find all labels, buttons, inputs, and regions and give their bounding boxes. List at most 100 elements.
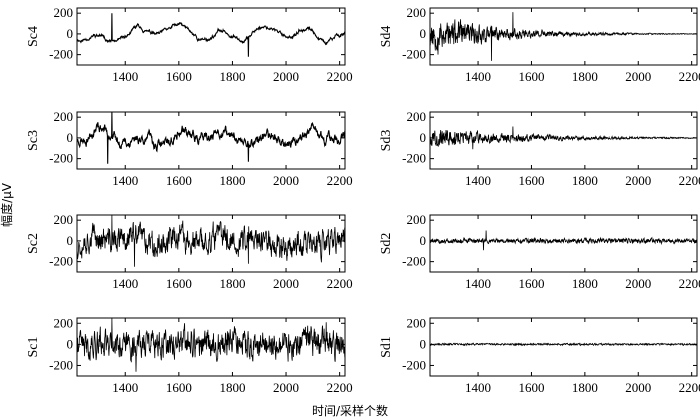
y-tick-label: -200	[402, 47, 426, 62]
panel-sd4: -200 0 200 1400 1600 1800 2000 2200 Sd4	[379, 5, 700, 84]
x-tick-label: 1600	[518, 276, 544, 291]
panel-sc2: -200 0 200 1400 1600 1800 2000 2200 Sc2	[26, 212, 353, 291]
x-tick-label: 2000	[625, 173, 651, 188]
plot-frame	[76, 7, 346, 66]
x-tick-label: 1800	[219, 173, 245, 188]
x-tick-label: 1800	[219, 69, 245, 84]
plot-frame	[429, 214, 698, 273]
y-tick-label: 200	[407, 109, 427, 124]
series-line-sd1	[429, 342, 698, 347]
panel-sd1: -200 0 200 1400 1600 1800 2000 2200 Sd1	[379, 315, 700, 395]
y-tick-label: 200	[407, 212, 427, 227]
y-tick-label: 0	[67, 130, 74, 145]
x-tick-label: 1600	[166, 173, 192, 188]
series-line-sc4	[76, 13, 346, 57]
x-tick-label: 1400	[465, 69, 491, 84]
panel-sd3: -200 0 200 1400 1600 1800 2000 2200 Sd3	[379, 109, 700, 188]
x-tick-label: 1600	[518, 380, 544, 395]
x-tick-label: 2000	[273, 276, 299, 291]
series-line-sc3	[76, 112, 346, 164]
y-tick-label: -200	[49, 357, 73, 372]
subplot-label: Sd4	[379, 26, 394, 48]
x-tick-label: 1600	[166, 69, 192, 84]
x-tick-label: 1800	[219, 276, 245, 291]
y-tick-label: 0	[420, 26, 427, 41]
y-tick-label: 0	[420, 233, 427, 248]
plot-frame	[76, 317, 346, 377]
x-tick-label: 2000	[625, 276, 651, 291]
x-tick-label: 2200	[327, 380, 353, 395]
y-tick-label: 200	[407, 5, 427, 20]
plot-frame	[429, 317, 698, 377]
y-tick-label: 200	[54, 315, 74, 330]
x-tick-label: 1800	[572, 173, 598, 188]
series-line-sc1	[76, 318, 346, 372]
y-axis-label: 幅度/μV	[0, 182, 14, 227]
x-tick-label: 2000	[273, 69, 299, 84]
panel-sc1: -200 0 200 1400 1600 1800 2000 2200 Sc1	[26, 315, 353, 395]
x-tick-label: 1400	[112, 69, 138, 84]
subplot-label: Sc2	[26, 233, 41, 254]
y-tick-label: 0	[420, 130, 427, 145]
x-tick-label: 1400	[112, 173, 138, 188]
y-tick-label: -200	[402, 151, 426, 166]
y-tick-label: -200	[49, 151, 73, 166]
y-tick-label: 0	[67, 336, 74, 351]
x-tick-label: 2000	[625, 380, 651, 395]
y-tick-label: 0	[420, 336, 427, 351]
x-tick-label: 1800	[219, 380, 245, 395]
x-tick-label: 2200	[327, 173, 353, 188]
series-line-sd4	[429, 12, 698, 61]
panel-sc4: -200 0 200 1400 1600 1800 2000 2200 Sc4	[26, 5, 353, 84]
x-axis-label: 时间/采样个数	[312, 403, 388, 418]
y-tick-label: -200	[402, 254, 426, 269]
y-tick-label: -200	[49, 47, 73, 62]
x-tick-label: 2200	[327, 69, 353, 84]
series-line-sd2	[429, 230, 698, 251]
x-tick-label: 2200	[679, 173, 700, 188]
series-line-sd3	[429, 126, 698, 150]
subplot-label: Sd3	[379, 130, 394, 152]
x-tick-label: 1400	[112, 276, 138, 291]
plot-frame	[429, 111, 698, 170]
panel-sc3: -200 0 200 1400 1600 1800 2000 2200 Sc3	[26, 109, 353, 188]
series-line-sc2	[76, 215, 346, 267]
x-tick-label: 1600	[518, 69, 544, 84]
subplot-label: Sc1	[26, 337, 41, 358]
y-tick-label: 200	[407, 315, 427, 330]
x-tick-label: 2000	[625, 69, 651, 84]
x-tick-label: 1400	[465, 276, 491, 291]
x-tick-label: 2200	[679, 276, 700, 291]
plot-frame	[76, 111, 346, 170]
x-tick-label: 1400	[465, 173, 491, 188]
y-tick-label: -200	[402, 357, 426, 372]
y-tick-label: 200	[54, 109, 74, 124]
x-tick-label: 1600	[518, 173, 544, 188]
x-tick-label: 1600	[166, 276, 192, 291]
subplot-label: Sd2	[379, 233, 394, 255]
x-tick-label: 1800	[572, 69, 598, 84]
x-tick-label: 2200	[327, 276, 353, 291]
x-tick-label: 2000	[273, 380, 299, 395]
x-tick-label: 1400	[465, 380, 491, 395]
y-tick-label: 0	[67, 233, 74, 248]
y-tick-label: 200	[54, 5, 74, 20]
y-tick-label: 200	[54, 212, 74, 227]
x-tick-label: 1400	[112, 380, 138, 395]
plot-frame	[429, 7, 698, 66]
panel-sd2: -200 0 200 1400 1600 1800 2000 2200 Sd2	[379, 212, 700, 291]
plot-frame	[76, 214, 346, 273]
x-tick-label: 1800	[572, 276, 598, 291]
subplot-label: Sc3	[26, 130, 41, 151]
y-tick-label: 0	[67, 26, 74, 41]
x-tick-label: 2000	[273, 173, 299, 188]
x-tick-label: 1600	[166, 380, 192, 395]
x-tick-label: 2200	[679, 69, 700, 84]
x-tick-label: 2200	[679, 380, 700, 395]
y-tick-label: -200	[49, 254, 73, 269]
subplot-label: Sd1	[379, 336, 394, 358]
subplot-label: Sc4	[26, 26, 41, 47]
